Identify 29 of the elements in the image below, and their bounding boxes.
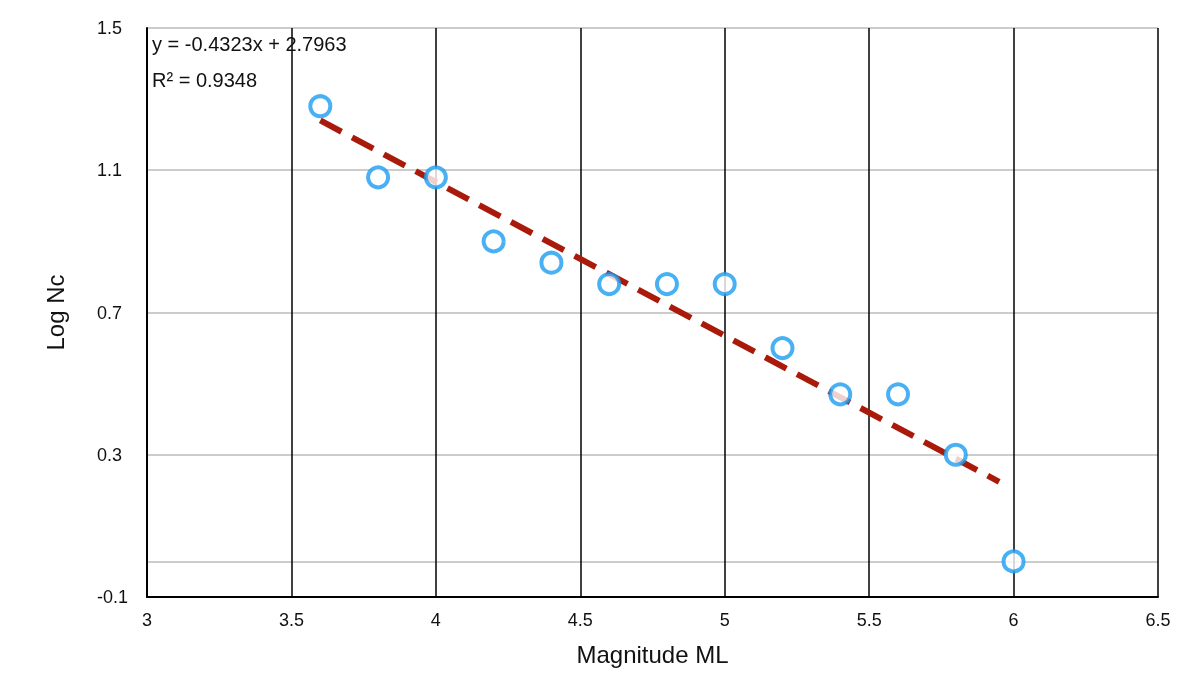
x-tick-label: 5: [719, 610, 730, 630]
x-tick-label: 4.5: [567, 610, 593, 630]
y-tick-label: 1.1: [97, 160, 123, 181]
point: [597, 272, 622, 297]
point: [423, 165, 448, 190]
x-tick-label: 4: [430, 610, 441, 630]
point: [1001, 549, 1026, 574]
x-axis-title: Magnitude ML: [576, 640, 729, 668]
point: [366, 165, 391, 190]
point: [828, 382, 853, 407]
point: [943, 442, 968, 467]
y-axis-title: Log Nc: [41, 274, 69, 351]
x-tick-label: 3: [141, 610, 153, 630]
y-tick-label: 0.7: [97, 302, 123, 323]
point: [539, 250, 564, 275]
y-tick-label: 1.5: [97, 18, 123, 38]
point: [886, 382, 911, 407]
x-tick-label: 6: [1008, 610, 1019, 630]
point: [481, 229, 506, 254]
y-tick-label: -0.1: [97, 587, 129, 607]
annotation: R² = 0.9348: [152, 69, 258, 91]
point: [654, 272, 679, 297]
x-tick-label: 5.5: [856, 610, 882, 630]
point: [712, 272, 737, 297]
x-tick-label: 3.5: [278, 610, 304, 630]
x-tick-label: 6.5: [1145, 610, 1171, 630]
point: [308, 94, 333, 119]
point: [770, 336, 795, 361]
y-tick-label: 0.3: [97, 444, 123, 465]
